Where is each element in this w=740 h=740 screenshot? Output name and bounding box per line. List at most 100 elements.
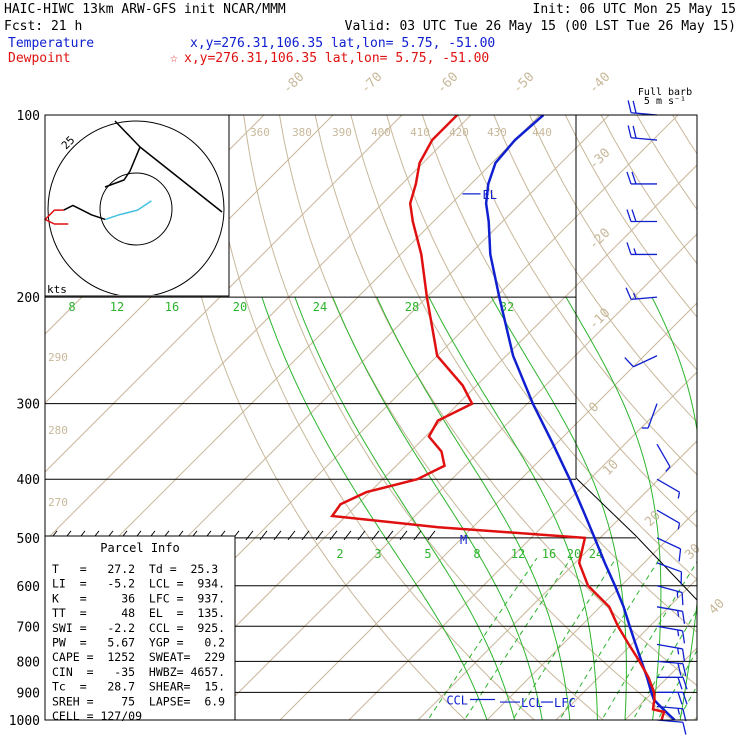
wind-barb [626, 242, 657, 256]
wind-barb-flag [626, 209, 632, 222]
dry-adiabat-label: 420 [449, 126, 469, 139]
pressure-tick-label: 200 [17, 291, 40, 306]
wind-barb-flag [627, 100, 632, 113]
moist-adiabat-line [332, 296, 543, 720]
wind-barb [656, 625, 686, 644]
wind-barb-flag [624, 357, 634, 368]
wind-barb [657, 691, 688, 705]
dry-adiabat-label: 280 [48, 424, 68, 437]
isotherm-line [279, 302, 697, 720]
parcel-info-row: TT = 48 EL = 135. [52, 606, 225, 620]
dry-adiabat-label: 430 [487, 126, 507, 139]
parcel-info-row: CELL = 127/09 [52, 709, 142, 723]
header-title: HAIC-HIWC 13km ARW-GFS init NCAR/MMM [4, 2, 286, 17]
wind-barb-shaft [647, 403, 658, 429]
mixing-ratio-label: 5 [424, 547, 431, 561]
parcel-info-title: Parcel Info [100, 541, 179, 555]
parcel-info-row: Tc = 28.7 SHEAR= 15. [52, 680, 225, 694]
isotherm-label: 0 [586, 400, 602, 416]
dry-adiabat-label: 380 [292, 126, 312, 139]
mixing-ratio-label: 12 [511, 547, 525, 561]
dry-adiabat-line [243, 115, 605, 720]
dry-adiabat-line [386, 115, 697, 581]
mixing-ratio-label: 16 [542, 547, 556, 561]
dry-adiabat-line [171, 115, 467, 720]
wind-barb-half-flag [665, 466, 671, 472]
dewpoint-location: x,y=276.31,106.35 lat,lon= 5.75, -51.00 [184, 51, 489, 66]
wind-barb-flag [678, 548, 682, 562]
mixing-ratio-line [463, 557, 572, 720]
wind-barb [627, 125, 658, 141]
wind-barb-flag [682, 677, 688, 690]
mixing-ratio-line [657, 649, 697, 720]
parcel-info-row: PW = 5.67 YGP = 0.2 [52, 636, 225, 650]
moist-adiabat-label: 12 [110, 300, 124, 314]
wind-barb-flag [682, 708, 687, 722]
hodograph-shear-line [139, 146, 223, 213]
isotherm-label: -80 [280, 70, 307, 97]
hatch-mark [413, 530, 422, 541]
wind-barb [656, 537, 682, 562]
isotherm-line [45, 115, 403, 473]
dry-adiabat-line [529, 115, 697, 371]
wind-barb [641, 403, 658, 429]
header-fcst: Fcst: 21 h [4, 19, 82, 34]
header-valid: Valid: 03 UTC Tue 26 May 15 (00 LST Tue … [345, 19, 736, 34]
dry-adiabat-line [457, 115, 697, 476]
parcel-info-row: CAPE = 1252 SWEAT= 229 [52, 650, 225, 664]
dry-adiabat-label: 270 [48, 496, 68, 509]
parcel-info-row: T = 27.2 Td = 25.3 [52, 562, 218, 576]
hatch-mark [385, 530, 394, 541]
isotherm-line [348, 371, 697, 720]
hatch-mark [427, 530, 436, 541]
hodograph-units-label: kts [47, 283, 67, 296]
isotherm-line [555, 578, 697, 720]
wind-barb [656, 562, 683, 585]
wind-barb-half-flag [677, 492, 681, 499]
plot-boundary-line [575, 115, 698, 601]
wind-barb [656, 705, 687, 722]
isotherm-label: 40 [706, 596, 728, 618]
parcel-info-row: LI = -5.2 LCL = 934. [52, 577, 225, 591]
isotherm-label: -70 [358, 70, 385, 97]
wind-barb-half-flag [632, 292, 637, 300]
wind-barb-half-flag [677, 647, 680, 655]
dry-adiabat-label: 360 [250, 126, 270, 139]
pressure-tick-label: 300 [17, 398, 40, 413]
wind-barb [656, 509, 681, 530]
hatch-mark [315, 530, 324, 541]
isotherm-line [417, 440, 697, 720]
wind-barb-flag [681, 592, 684, 606]
mixing-ratio-line [632, 609, 697, 720]
isotherm-label: 30 [682, 541, 704, 563]
sounding-profiles [329, 115, 676, 720]
pressure-tick-label: 900 [17, 686, 40, 701]
wind-barb-flag [677, 663, 682, 676]
parcel-info-row: SWI = -2.2 CCL = 925. [52, 621, 225, 635]
ccl-label: CCL [446, 694, 468, 708]
parcel-info-row: CIN = -35 HWBZ= 4657. [52, 665, 225, 679]
temperature-location: x,y=276.31,106.35 lat,lon= 5.75, -51.00 [190, 36, 495, 51]
parcel-info-row: SREH = 75 LAPSE= 6.9 [52, 694, 225, 708]
wind-barb-flag [681, 611, 686, 624]
wind-barb-half-flag [677, 708, 681, 715]
wind-barb-flag [632, 125, 637, 139]
temperature-line [484, 115, 676, 720]
dry-adiabat-label: 410 [410, 126, 430, 139]
plot-frame [44, 114, 698, 721]
wind-barb [656, 478, 681, 499]
pressure-tick-label: 800 [17, 655, 40, 670]
isotherm-line [693, 716, 697, 720]
isotherm-label: -30 [586, 146, 613, 173]
isotherm-line [45, 115, 334, 404]
pressure-tick-label: 400 [17, 473, 40, 488]
moist-adiabat-label: 16 [165, 300, 179, 314]
moist-adiabat-line [490, 296, 627, 720]
dry-adiabat-label: 390 [332, 126, 352, 139]
parcel-info-background [45, 536, 235, 720]
wind-barb-flag [677, 677, 683, 690]
hodograph-inner-ring [99, 172, 173, 246]
isotherm-line [624, 647, 697, 720]
wind-barb-flag [632, 100, 637, 114]
